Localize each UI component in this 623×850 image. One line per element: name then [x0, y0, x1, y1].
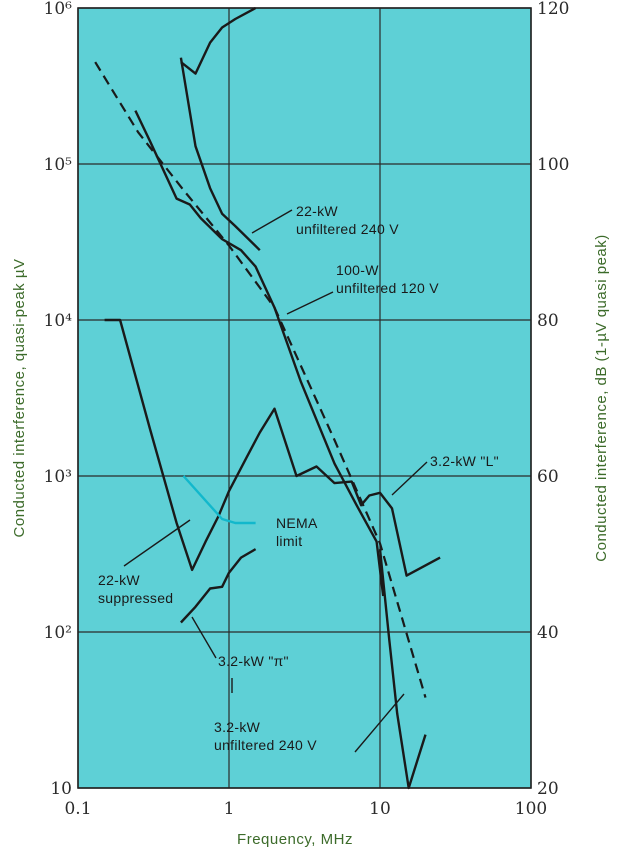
series-line [182, 475, 256, 525]
annotation-leader [191, 616, 217, 659]
annotation-text: limit [276, 533, 302, 549]
y-tick-label-right: 20 [537, 779, 559, 799]
annotation-text: 100-W [336, 262, 379, 278]
y-tick-label-right: 100 [537, 155, 569, 175]
annotation-leader [354, 693, 405, 753]
y-tick-label-right: 40 [537, 623, 559, 643]
y-tick-label-left: 10³ [44, 467, 72, 487]
y-tick-label-left: 10⁵ [44, 155, 73, 175]
annotation-text: 22-kW [296, 203, 338, 219]
y-tick-label-right: 120 [537, 0, 569, 19]
x-tick-label: 100 [515, 799, 547, 819]
grid [77, 7, 532, 789]
y-axis-label-left: Conducted interference, quasi-peak µV [11, 259, 28, 538]
y-tick-label-left: 10⁶ [44, 0, 73, 19]
annotation-text: 3.2-kW "L" [430, 453, 499, 469]
annotation-leader [286, 291, 334, 315]
y-tick-label-right: 60 [537, 467, 559, 487]
annotation-leader [251, 209, 293, 234]
annotation-text: 3.2-kW "π" [218, 653, 289, 669]
annotation-leader [123, 519, 191, 567]
y-tick-label-left: 10 [50, 779, 72, 799]
y-tick-label-left: 10² [44, 623, 72, 643]
y-tick-label-left: 10⁴ [44, 311, 73, 331]
annotation-text: 3.2-kW [214, 719, 261, 735]
annotation-leader [391, 461, 428, 496]
x-tick-label: 0.1 [64, 799, 91, 819]
series-line [180, 6, 257, 75]
plot-area [78, 8, 531, 788]
series-line [180, 548, 257, 624]
series-line [378, 548, 427, 790]
annotations: 22-kW unfiltered 240 V 100-W unfiltered 120… [98, 203, 499, 753]
x-tick-label: 10 [369, 799, 391, 819]
plot-frame [77, 7, 532, 789]
annotation-text: unfiltered 120 V [336, 280, 439, 296]
annotation-text: unfiltered 240 V [214, 737, 317, 753]
series-layer [94, 6, 441, 790]
series-line [179, 57, 261, 252]
tick-labels: 0.1 1 10 100 10 10² 10³ 10⁴ 10⁵ 10⁶ 20 40 60 80 100 120 [44, 0, 570, 819]
x-tick-label: 1 [224, 799, 235, 819]
y-tick-label-right: 80 [537, 311, 559, 331]
annotation-text: NEMA [276, 515, 318, 531]
annotation-text: unfiltered 240 V [296, 221, 399, 237]
series-line [134, 110, 385, 597]
y-axis-label-right: Conducted interference, dB (1-µV quasi p… [593, 234, 610, 561]
annotation-text: suppressed [98, 590, 173, 606]
series-line [104, 318, 441, 577]
series-line [94, 61, 427, 698]
annotation-text: 22-kW [98, 572, 140, 588]
x-axis-label: Frequency, MHz [237, 831, 353, 848]
